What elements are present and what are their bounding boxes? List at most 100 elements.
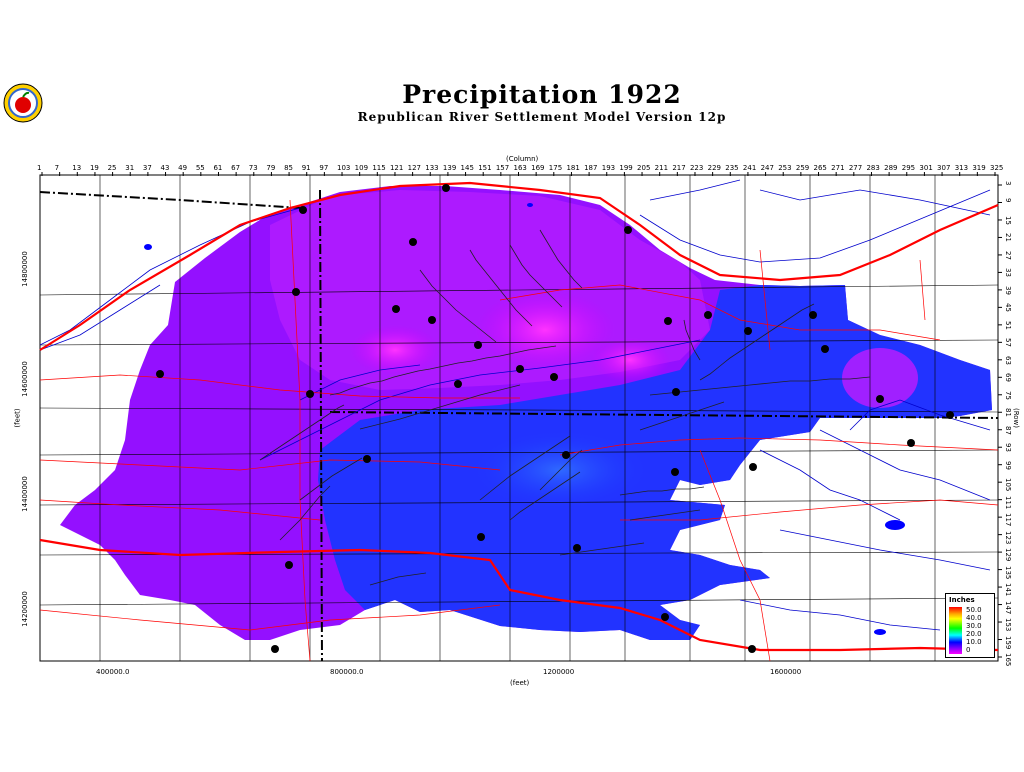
right-tick-label: 57 [1004, 338, 1012, 348]
top-tick-label: 169 [531, 164, 545, 172]
legend-color-bar [949, 607, 962, 654]
top-tick-label: 253 [778, 164, 792, 172]
left-tick-label: 14600000 [20, 361, 29, 397]
top-tick-label: 229 [707, 164, 721, 172]
legend-label: 50.0 [966, 606, 982, 614]
top-tick-label: 115 [372, 164, 386, 172]
top-tick-label: 187 [584, 164, 598, 172]
right-tick-label: 51 [1004, 320, 1012, 330]
top-tick-label: 151 [478, 164, 492, 172]
legend-label: 20.0 [966, 630, 982, 638]
top-tick-label: 7 [54, 164, 60, 172]
left-tick-label: 14400000 [20, 476, 29, 512]
top-tick-label: 55 [195, 164, 205, 172]
top-tick-label: 217 [672, 164, 686, 172]
top-axis-title: (Column) [506, 155, 539, 163]
bottom-tick-label: 400000.0 [96, 668, 130, 676]
right-tick-label: 159 [1004, 635, 1012, 649]
top-tick-label: 247 [760, 164, 774, 172]
right-tick-label: 81 [1004, 408, 1012, 418]
top-tick-label: 301 [919, 164, 933, 172]
right-tick-label: 33 [1004, 268, 1012, 278]
top-tick-label: 133 [425, 164, 439, 172]
right-tick-label: 27 [1004, 250, 1012, 260]
legend-label: 30.0 [966, 622, 982, 630]
top-tick-label: 283 [866, 164, 880, 172]
left-tick-label: 14200000 [20, 591, 29, 627]
top-tick-label: 265 [813, 164, 827, 172]
road-network [39, 181, 999, 662]
right-tick-label: 21 [1004, 233, 1012, 243]
right-tick-label: 141 [1004, 583, 1012, 597]
model-stream-cells [259, 229, 871, 586]
top-tick-label: 139 [442, 164, 457, 172]
top-tick-label: 109 [354, 164, 369, 172]
apple-logo-icon [2, 82, 44, 124]
right-tick-label: 15 [1004, 215, 1012, 225]
top-tick-label: 175 [548, 164, 563, 172]
top-tick-label: 37 [142, 164, 152, 172]
top-tick-label: 73 [248, 164, 258, 172]
right-tick-marks [998, 184, 1002, 658]
right-tick-label: 69 [1004, 373, 1012, 383]
right-tick-label: 135 [1004, 565, 1012, 579]
town-markers [156, 184, 954, 653]
top-tick-label: 205 [637, 164, 651, 172]
legend-title: Inches [949, 596, 975, 604]
bottom-axis-title: (feet) [510, 679, 530, 687]
page-title: Precipitation 1922 [402, 80, 682, 109]
top-tick-label: 19 [89, 164, 99, 172]
right-tick-label: 147 [1004, 600, 1012, 614]
right-tick-label: 93 [1004, 443, 1012, 453]
right-tick-label: 123 [1004, 530, 1012, 544]
top-tick-label: 241 [742, 164, 757, 172]
county-lines [39, 175, 999, 661]
top-tick-label: 223 [689, 164, 704, 172]
right-tick-label: 165 [1004, 653, 1012, 667]
right-tick-label: 99 [1004, 460, 1012, 470]
right-tick-label: 9 [1004, 198, 1012, 203]
top-tick-label: 307 [937, 164, 951, 172]
top-tick-label: 1 [37, 164, 42, 172]
right-axis-title: (Row) [1012, 407, 1021, 429]
top-tick-label: 313 [954, 164, 969, 172]
state-boundaries [39, 189, 999, 662]
top-tick-label: 325 [990, 164, 1004, 172]
precip-pocket [842, 348, 918, 408]
lakes [144, 203, 905, 635]
top-tick-label: 103 [337, 164, 351, 172]
precip-hotspot [590, 338, 670, 382]
right-tick-label: 87 [1004, 425, 1012, 435]
top-tick-label: 289 [884, 164, 898, 172]
right-tick-label: 45 [1004, 303, 1012, 313]
top-tick-label: 199 [619, 164, 633, 172]
top-tick-label: 31 [125, 164, 135, 172]
right-tick-label: 75 [1004, 390, 1012, 400]
legend-label: 0 [966, 646, 971, 654]
top-tick-label: 121 [389, 164, 404, 172]
top-tick-label: 85 [284, 164, 293, 172]
top-tick-label: 277 [848, 164, 863, 172]
top-tick-label: 157 [495, 164, 510, 172]
right-tick-label: 105 [1004, 478, 1012, 492]
bottom-tick-label: 1200000 [543, 668, 575, 676]
top-tick-label: 235 [725, 164, 739, 172]
top-tick-label: 25 [107, 164, 117, 172]
top-tick-label: 97 [319, 164, 329, 172]
color-legend: Inches 50.0 40.0 30.0 20.0 10.0 0 [945, 593, 995, 658]
bottom-tick-label: 800000.0 [330, 668, 364, 676]
top-tick-label: 193 [601, 164, 616, 172]
legend-label: 10.0 [966, 638, 982, 646]
top-tick-label: 49 [178, 164, 188, 172]
right-tick-label: 129 [1004, 548, 1012, 562]
legend-label: 40.0 [966, 614, 982, 622]
top-tick-label: 13 [72, 164, 82, 172]
top-tick-label: 79 [266, 164, 276, 172]
top-tick-label: 67 [231, 164, 241, 172]
right-tick-label: 117 [1004, 513, 1012, 527]
right-tick-label: 39 [1004, 285, 1012, 295]
left-tick-label: 14800000 [20, 251, 29, 287]
top-tick-label: 181 [566, 164, 580, 172]
top-tick-label: 211 [654, 164, 669, 172]
